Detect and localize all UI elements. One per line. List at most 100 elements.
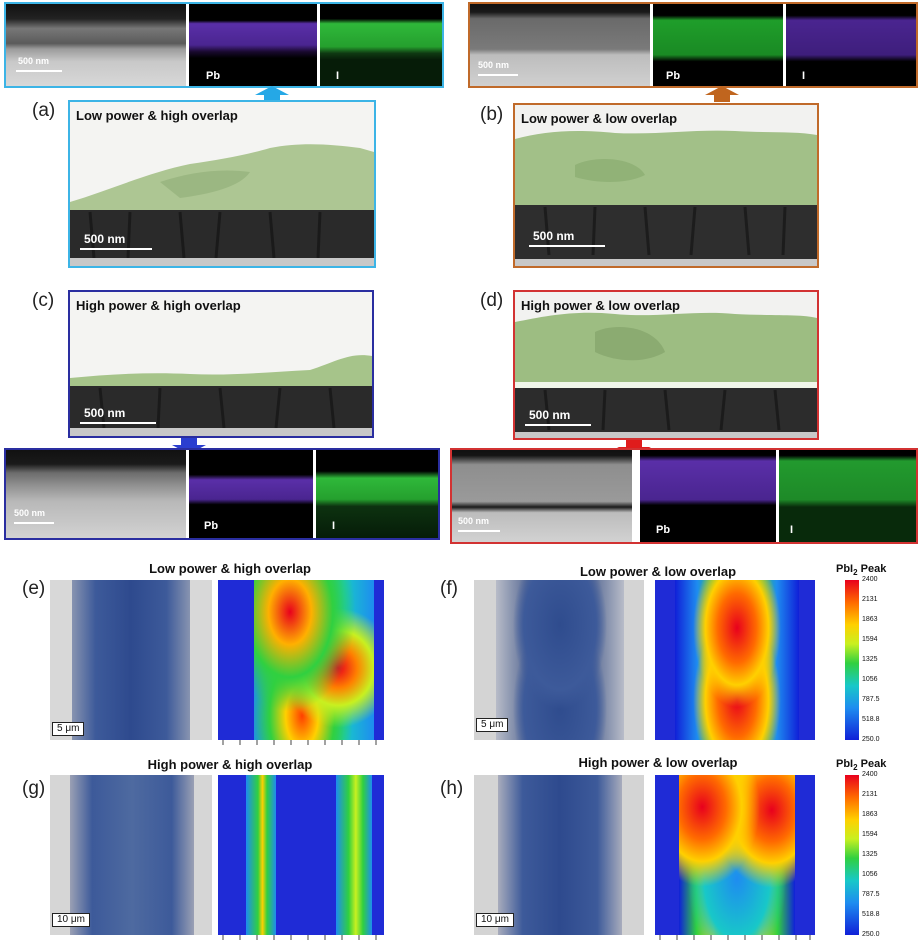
- panel-letter-f: (f): [440, 578, 458, 599]
- pb-map-b: [786, 4, 916, 86]
- panel-title: Low power & low overlap: [521, 111, 678, 126]
- colorbar-tick-label: 1325: [862, 851, 878, 858]
- panel-letter-e: (e): [22, 578, 46, 599]
- scale-bar: [80, 422, 156, 424]
- map-title-h: High power & low overlap: [578, 755, 738, 770]
- map-title-g: High power & high overlap: [147, 757, 313, 772]
- scale-label: 500 nm: [529, 408, 571, 422]
- eds-strip-b: 500 nm Pb I: [468, 2, 918, 88]
- scale-label: 500 nm: [478, 60, 510, 70]
- scale-label: 500 nm: [14, 508, 46, 518]
- scale-label: 500 nm: [84, 406, 126, 420]
- colorbar-tick-label: 1863: [862, 811, 878, 818]
- optical-image-g: 10 μm: [50, 775, 212, 935]
- pb-map-a: [189, 4, 317, 86]
- colorbar-tick-label: 1056: [862, 676, 878, 683]
- panel-title: Low power & high overlap: [76, 108, 238, 123]
- scale-bar: [458, 530, 500, 532]
- arrow-down-icon: [172, 438, 206, 454]
- map-title-f: Low power & low overlap: [579, 564, 737, 579]
- tem-panel-c: High power & high overlap 500 nm: [68, 290, 374, 438]
- raman-map-f: [655, 580, 815, 740]
- colorbar-tick-label: 787.5: [862, 891, 880, 898]
- i-map-d: [779, 450, 916, 542]
- optical-image-h: 10 μm: [474, 775, 644, 935]
- i-map-c: [316, 450, 438, 538]
- colorbar-tick-label: 1325: [862, 656, 878, 663]
- pb-label: Pb: [666, 70, 681, 82]
- pb-map-d: [640, 450, 776, 542]
- colorbar-tick-label: 2400: [862, 771, 878, 778]
- eds-strip-a: 500 nm Pb I: [4, 2, 444, 88]
- eds-strip-c: 500 nm Pb I: [4, 448, 440, 540]
- colorbar-tick-label: 2400: [862, 576, 878, 583]
- colorbar: [845, 775, 859, 935]
- colorbar-tick-label: 250.0: [862, 931, 880, 938]
- pb-map-c: [189, 450, 313, 538]
- scale-label: 5 μm: [52, 722, 85, 736]
- axis-ticks: [659, 935, 811, 940]
- colorbar-tick-label: 2131: [862, 791, 878, 798]
- raman-map-h: [655, 775, 815, 935]
- scale-bar: [525, 424, 591, 426]
- arrow-up-icon: [255, 86, 289, 102]
- optical-image-e: 5 μm: [50, 580, 212, 740]
- colorbar-title: PbI2 Peak: [836, 758, 887, 773]
- scale-label: 500 nm: [84, 232, 126, 246]
- colorbar-tick-label: 1863: [862, 616, 878, 623]
- i-label: I: [790, 524, 794, 536]
- scale-label: 5 μm: [476, 718, 509, 732]
- tem-panel-b: Low power & low overlap 500 nm: [513, 103, 819, 268]
- scale-label: 10 μm: [476, 913, 514, 927]
- panel-letter-c: (c): [32, 290, 55, 311]
- i-map-a: [320, 4, 442, 86]
- colorbar-tick-label: 787.5: [862, 696, 880, 703]
- axis-ticks: [222, 935, 377, 940]
- colorbar-tick-label: 1594: [862, 831, 878, 838]
- panel-letter-g: (g): [22, 778, 46, 799]
- panel-letter-a: (a): [32, 100, 56, 121]
- pb-label: Pb: [204, 520, 219, 532]
- optical-image-f: 5 μm: [474, 580, 644, 740]
- tem-panel-d: High power & low overlap 500 nm: [513, 290, 819, 440]
- haadf-image-b: [470, 4, 650, 86]
- scale-bar: [80, 248, 152, 250]
- panel-title: High power & high overlap: [76, 298, 241, 313]
- panel-letter-d: (d): [480, 290, 504, 311]
- colorbar-tick-label: 1594: [862, 636, 878, 643]
- colorbar: [845, 580, 859, 740]
- colorbar-tick-label: 250.0: [862, 736, 880, 743]
- tem-panel-a: Low power & high overlap 500 nm: [68, 100, 376, 268]
- raman-map-g: [218, 775, 384, 935]
- scale-label: 10 μm: [52, 913, 90, 927]
- haadf-image-d: [452, 450, 632, 542]
- eds-strip-d: 500 nm Pb I: [450, 448, 918, 544]
- i-label: I: [332, 520, 336, 532]
- scale-bar: [529, 245, 605, 247]
- colorbar-tick-label: 1056: [862, 871, 878, 878]
- i-map-b: [653, 4, 783, 86]
- colorbar-title: PbI2 Peak: [836, 563, 887, 578]
- map-title-e: Low power & high overlap: [149, 561, 311, 576]
- scale-bar: [14, 522, 54, 524]
- scale-label: 500 nm: [18, 56, 50, 66]
- scale-label: 500 nm: [458, 516, 490, 526]
- haadf-image-a: [6, 4, 186, 86]
- scale-bar: [478, 74, 518, 76]
- colorbar-tick-label: 518.8: [862, 716, 880, 723]
- haadf-image-c: [6, 450, 186, 538]
- panel-letter-h: (h): [440, 778, 464, 799]
- axis-ticks: [222, 740, 377, 745]
- panel-letter-b: (b): [480, 104, 504, 125]
- colorbar-tick-label: 2131: [862, 596, 878, 603]
- colorbar-tick-label: 518.8: [862, 911, 880, 918]
- pb-label: Pb: [206, 70, 221, 82]
- pb-label: Pb: [656, 524, 671, 536]
- scale-label: 500 nm: [533, 229, 575, 243]
- scale-bar: [16, 70, 62, 72]
- i-label: I: [336, 70, 340, 82]
- arrow-up-icon: [705, 86, 739, 102]
- panel-title: High power & low overlap: [521, 298, 680, 313]
- i-label: I: [802, 70, 806, 82]
- raman-map-e: [218, 580, 384, 740]
